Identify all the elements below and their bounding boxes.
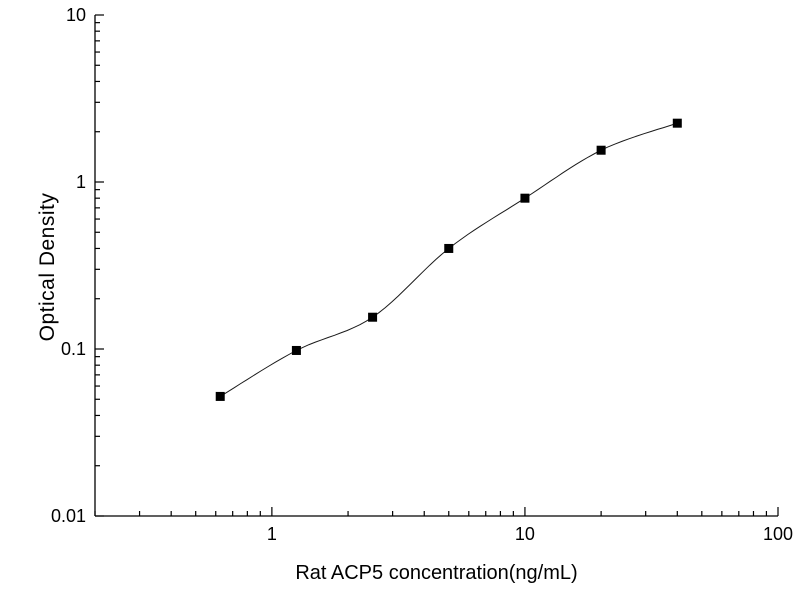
- data-point-marker: [215, 391, 225, 401]
- fit-curve: [219, 122, 678, 397]
- data-point-marker: [291, 345, 301, 355]
- data-point-marker: [368, 312, 378, 322]
- x-tick-label: 1: [267, 524, 277, 544]
- y-tick-label: 0.1: [61, 339, 86, 359]
- data-point-marker: [672, 118, 682, 128]
- x-tick-label: 100: [763, 524, 793, 544]
- data-point-marker: [520, 193, 530, 203]
- y-tick-label: 10: [66, 5, 86, 25]
- x-axis-label: Rat ACP5 concentration(ng/mL): [295, 562, 578, 584]
- data-point-marker: [444, 243, 454, 253]
- y-axis-label: Optical Density: [36, 192, 59, 342]
- data-point-marker: [596, 145, 606, 155]
- y-tick-label: 0.01: [51, 506, 86, 526]
- x-tick-label: 10: [515, 524, 535, 544]
- y-tick-label: 1: [76, 172, 86, 192]
